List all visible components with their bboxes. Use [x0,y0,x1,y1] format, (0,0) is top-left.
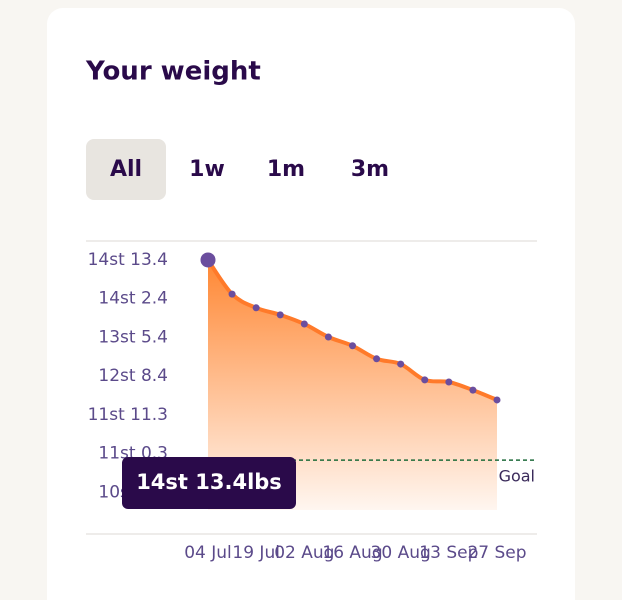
point [445,378,453,386]
point [324,333,332,341]
point [300,320,308,328]
x-tick-label: 27 Sep [467,543,526,563]
tab[interactable]: 1m [267,157,305,182]
y-tick-label: 14st 13.4 [88,250,168,270]
point [276,311,284,319]
title: Your weight [85,57,261,87]
tab[interactable]: 1w [189,157,225,182]
tab[interactable]: 3m [351,157,389,182]
point [493,396,501,404]
x-tick-label: 13 Sep [419,543,478,563]
point [373,355,381,363]
point [200,252,216,268]
tab[interactable]: All [110,157,142,182]
tooltip-text: 14st 13.4lbs [136,470,282,494]
point [469,386,477,394]
point [421,376,429,384]
y-tick-label: 12st 8.4 [98,366,168,386]
y-tick-label: 14st 2.4 [98,289,168,309]
point [397,360,405,368]
goal-label: Goal [499,467,535,486]
x-tick-label: 02 Aug [274,543,334,563]
x-tick-label: 04 Jul [184,543,232,563]
x-tick-label: 30 Aug [371,543,431,563]
x-tick-label: 19 Jul [232,543,280,563]
tab-active-bg [86,139,166,200]
tooltip-bg [122,457,296,509]
y-tick-label: 13st 5.4 [98,327,168,347]
x-tick-label: 16 Aug [322,543,382,563]
area [208,259,497,510]
point [349,342,356,350]
point [252,304,260,312]
point [228,290,236,298]
y-tick-label: 11st 11.3 [88,405,168,425]
